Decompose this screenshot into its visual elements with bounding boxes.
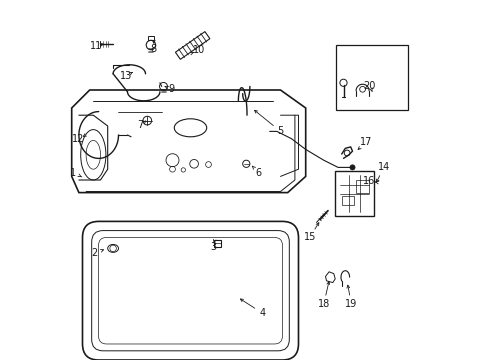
Text: 1: 1 [70,168,77,178]
Text: 16: 16 [363,176,375,186]
Text: 6: 6 [255,168,262,178]
Text: 20: 20 [363,81,375,91]
Text: 8: 8 [150,44,157,54]
Text: 18: 18 [317,299,329,309]
Circle shape [349,165,354,170]
Text: 13: 13 [120,71,132,81]
Text: 4: 4 [259,308,265,318]
Text: 19: 19 [345,299,357,309]
Text: 10: 10 [193,45,205,55]
Text: 3: 3 [210,242,216,252]
Text: 5: 5 [277,126,283,136]
Text: 11: 11 [90,41,102,51]
Text: 7: 7 [137,120,143,130]
Text: 15: 15 [303,232,316,242]
Text: 14: 14 [377,162,389,172]
Text: 9: 9 [168,84,174,94]
Text: 2: 2 [91,248,97,258]
Bar [213,240,221,247]
Text: 17: 17 [359,137,371,147]
Text: 12: 12 [72,134,84,144]
